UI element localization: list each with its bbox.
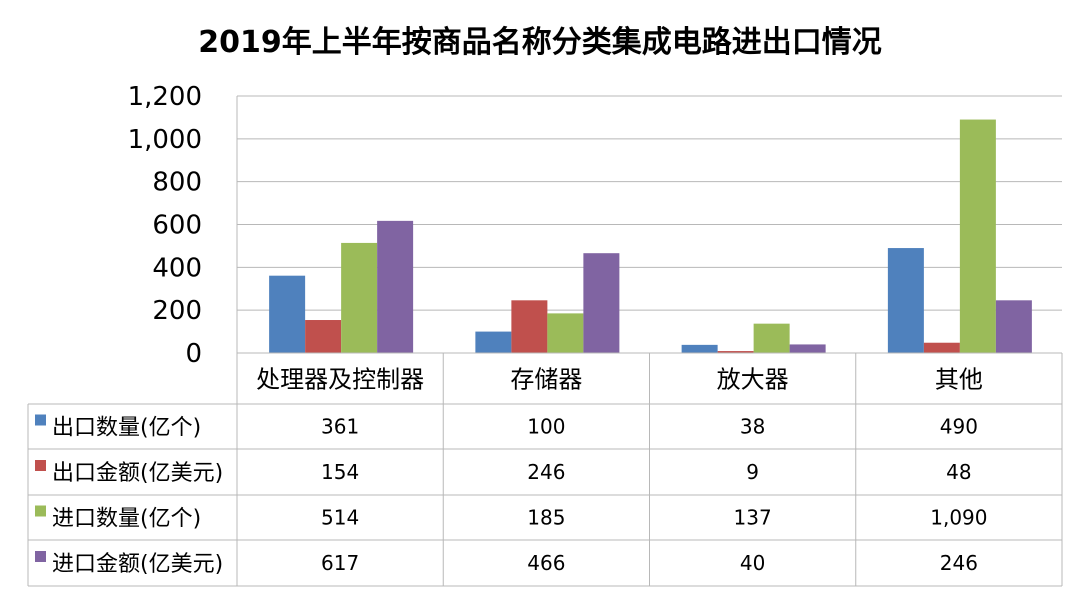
y-tick-label: 600 <box>152 211 202 241</box>
bar <box>923 342 960 353</box>
bar <box>753 323 790 353</box>
data-label: 137 <box>734 506 772 530</box>
y-tick-label: 200 <box>152 296 202 326</box>
bar <box>305 320 342 353</box>
data-label: 154 <box>321 460 359 484</box>
data-label: 617 <box>321 551 359 575</box>
data-label: 100 <box>527 415 565 439</box>
y-tick-label: 800 <box>152 168 202 198</box>
bar <box>377 220 414 353</box>
data-label: 490 <box>940 415 978 439</box>
legend-label: 出口金额(亿美元) <box>52 461 223 486</box>
y-tick-label: 400 <box>152 253 202 283</box>
x-tick-label: 存储器 <box>510 366 582 394</box>
y-axis-ticks: 0 200 400 600 800 1,000 1,200 <box>128 82 202 369</box>
bar <box>789 344 826 353</box>
legend-swatch <box>35 460 46 471</box>
bar <box>717 351 754 353</box>
data-label: 514 <box>321 506 359 530</box>
data-label: 1,090 <box>930 506 987 530</box>
data-label: 48 <box>946 460 971 484</box>
bar <box>511 300 548 353</box>
legend-label: 进口数量(亿个) <box>52 507 201 532</box>
data-label: 246 <box>940 551 978 575</box>
data-label: 9 <box>746 460 759 484</box>
chart-title: 2019年上半年按商品名称分类集成电路进出口情况 <box>198 25 882 60</box>
x-tick-label: 其他 <box>935 366 983 394</box>
bar <box>475 331 512 353</box>
data-label: 361 <box>321 415 359 439</box>
data-label: 185 <box>527 506 565 530</box>
bar <box>887 248 924 353</box>
y-tick-label: 1,200 <box>128 82 202 112</box>
bars <box>269 119 1032 353</box>
bar <box>681 344 718 353</box>
legend-swatch <box>35 414 46 426</box>
legend-swatch <box>35 551 46 562</box>
x-tick-label: 处理器及控制器 <box>256 366 424 394</box>
legend-swatch <box>35 505 46 517</box>
bar <box>959 119 996 353</box>
bar <box>269 275 306 353</box>
data-label: 466 <box>527 551 565 575</box>
data-label: 246 <box>527 460 565 484</box>
legend-label: 进口金额(亿美元) <box>52 552 223 577</box>
data-label: 40 <box>740 551 765 575</box>
y-tick-label: 0 <box>185 339 202 369</box>
bar <box>995 300 1032 353</box>
bar <box>341 242 378 353</box>
bar <box>547 313 584 353</box>
y-tick-label: 1,000 <box>128 125 202 155</box>
data-label: 38 <box>740 415 765 439</box>
x-tick-label: 放大器 <box>717 366 789 394</box>
legend-label: 出口数量(亿个) <box>52 416 201 441</box>
bar <box>583 253 620 353</box>
